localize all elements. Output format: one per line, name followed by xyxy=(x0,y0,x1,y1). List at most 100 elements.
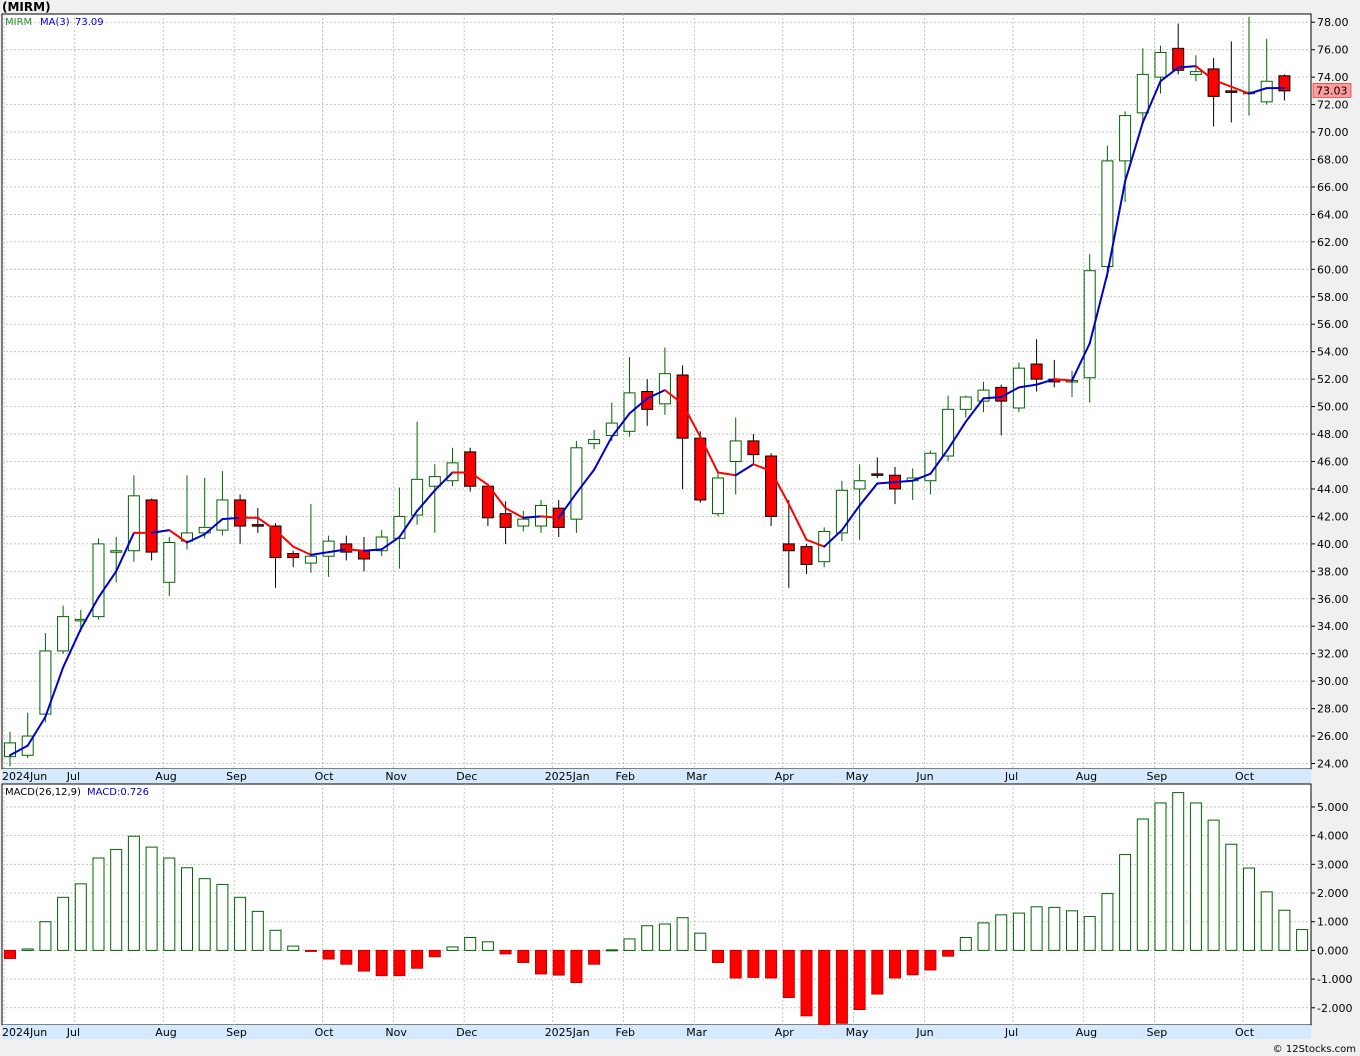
macd-x-tick-label: Jul xyxy=(66,1026,80,1039)
candle-body-up xyxy=(977,389,990,402)
ma-segment xyxy=(575,468,596,495)
price-y-tick-label: 32.00 xyxy=(1317,648,1349,661)
macd-bar-positive xyxy=(481,941,494,951)
price-x-axis: 2024Jun Jul Aug Sep Oct Nov Dec 2025Jan Feb Mar Ap… xyxy=(2,770,1255,783)
legend-symbol: MIRM xyxy=(5,17,32,28)
candle xyxy=(411,421,424,525)
macd-bar-positive xyxy=(163,857,176,951)
macd-bar-positive xyxy=(21,948,34,951)
ma-segment xyxy=(593,435,613,471)
macd-bar-positive xyxy=(464,936,477,951)
candle xyxy=(234,494,247,544)
macd-bar-positive xyxy=(446,946,459,951)
candle xyxy=(1260,38,1273,105)
price-y-tick-label: 28.00 xyxy=(1317,703,1349,716)
macd-bar-negative xyxy=(871,949,884,995)
candle xyxy=(216,471,229,536)
candle xyxy=(1101,145,1114,278)
candle-body-up xyxy=(835,489,848,534)
macd-bar-positive xyxy=(1207,819,1220,951)
candle-body-up xyxy=(1119,115,1132,162)
candle-body-down xyxy=(464,451,477,487)
ma-segment xyxy=(150,529,171,534)
macd-bar-negative xyxy=(729,949,742,979)
macd-bar-positive xyxy=(641,925,654,951)
candle xyxy=(251,508,264,533)
candle xyxy=(588,429,601,450)
macd-y-tick-label: 1.000 xyxy=(1317,916,1349,929)
macd-y-tick-label: 0.000 xyxy=(1317,944,1349,957)
candle xyxy=(871,457,884,478)
macd-bar-positive xyxy=(1066,910,1078,951)
price-y-tick-label: 58.00 xyxy=(1317,291,1349,304)
macd-y-axis: -2.000 -1.000 0.000 1.000 2.000 3.000 4.000 5.0… xyxy=(1311,801,1352,1015)
candle-body-up xyxy=(942,408,955,457)
price-x-tick-label: Jun xyxy=(915,770,933,783)
macd-bar-negative xyxy=(570,949,583,984)
candle-body-down xyxy=(765,455,778,517)
macd-legend-value: MACD:0.726 xyxy=(87,787,149,798)
macd-x-tick-label: Apr xyxy=(775,1026,795,1039)
ma-segment xyxy=(44,666,65,718)
macd-x-tick-label: Jul xyxy=(1004,1026,1018,1039)
price-y-tick-label: 26.00 xyxy=(1317,730,1349,743)
price-x-tick-label: 2025Jan xyxy=(545,770,590,783)
price-panel: MIRM MA(3) 73.09 xyxy=(1,13,1312,770)
candle-body-down xyxy=(1172,47,1185,71)
price-x-tick-label: Jul xyxy=(1004,770,1018,783)
ma-segment xyxy=(947,420,967,451)
ma-segment xyxy=(1000,386,1020,398)
ma-segment xyxy=(292,545,312,556)
macd-bar-positive xyxy=(605,949,618,952)
ma-segment xyxy=(787,503,808,541)
candle xyxy=(800,543,813,575)
ma-segment xyxy=(469,471,489,486)
candle xyxy=(959,395,972,418)
macd-x-tick-label: Feb xyxy=(616,1026,635,1039)
macd-bar-positive xyxy=(216,883,229,951)
macd-bar-negative xyxy=(588,949,601,965)
price-legend: MIRM MA(3) 73.09 xyxy=(5,17,104,28)
candle-body-down xyxy=(1207,68,1220,97)
candle-body-up xyxy=(729,440,742,463)
ma-segment xyxy=(699,435,719,474)
macd-bar-negative xyxy=(712,949,724,963)
candle-body-up xyxy=(127,495,140,552)
candle xyxy=(375,530,388,557)
ma-segment xyxy=(1035,378,1056,386)
ma-segment xyxy=(982,395,1003,400)
ma-segment xyxy=(911,472,932,482)
candle-body-up xyxy=(428,476,441,487)
price-y-tick-label: 48.00 xyxy=(1317,428,1349,441)
price-y-tick-label: 70.00 xyxy=(1317,126,1349,139)
macd-bar-positive xyxy=(1243,867,1255,951)
candle xyxy=(1030,339,1043,392)
ma-segment xyxy=(398,509,419,539)
price-y-tick-label: 54.00 xyxy=(1317,346,1349,359)
macd-x-tick-label: 2024Jun xyxy=(2,1026,47,1039)
macd-x-tick-label: Sep xyxy=(226,1026,247,1039)
candle xyxy=(694,431,707,503)
ma-segment xyxy=(1177,65,1197,69)
candle xyxy=(747,434,760,465)
price-x-tick-label: Oct xyxy=(315,770,335,783)
macd-x-tick-label: Mar xyxy=(686,1026,707,1039)
macd-panel-bg xyxy=(1,783,1312,1026)
macd-bar-positive xyxy=(39,921,52,951)
price-y-tick-label: 44.00 xyxy=(1317,483,1349,496)
candle-body-up xyxy=(411,478,424,516)
price-y-tick-label: 74.00 xyxy=(1317,71,1349,84)
ma-segment xyxy=(504,507,525,519)
candle-body-up xyxy=(1189,71,1202,75)
candle xyxy=(570,440,583,533)
macd-bar-negative xyxy=(304,949,317,952)
macd-bar-positive xyxy=(977,922,990,951)
macd-x-tick-label: Jun xyxy=(915,1026,933,1039)
price-x-tick-label: Aug xyxy=(155,770,176,783)
candle-body-down xyxy=(641,391,654,410)
macd-bar-positive xyxy=(1278,909,1291,951)
price-x-tick-label: May xyxy=(846,770,869,783)
ma-segment xyxy=(717,471,737,477)
candle-body-up xyxy=(110,550,123,553)
ma-segment xyxy=(894,479,914,484)
